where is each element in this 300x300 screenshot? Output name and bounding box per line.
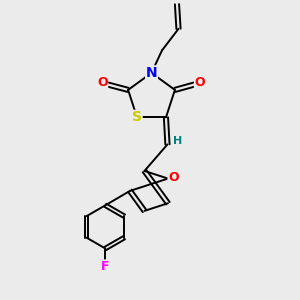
Text: S: S (132, 110, 142, 124)
Text: O: O (194, 76, 205, 89)
Text: H: H (173, 136, 183, 146)
Text: O: O (168, 171, 179, 184)
Text: F: F (101, 260, 110, 273)
Text: N: N (146, 66, 157, 80)
Text: O: O (97, 76, 108, 89)
